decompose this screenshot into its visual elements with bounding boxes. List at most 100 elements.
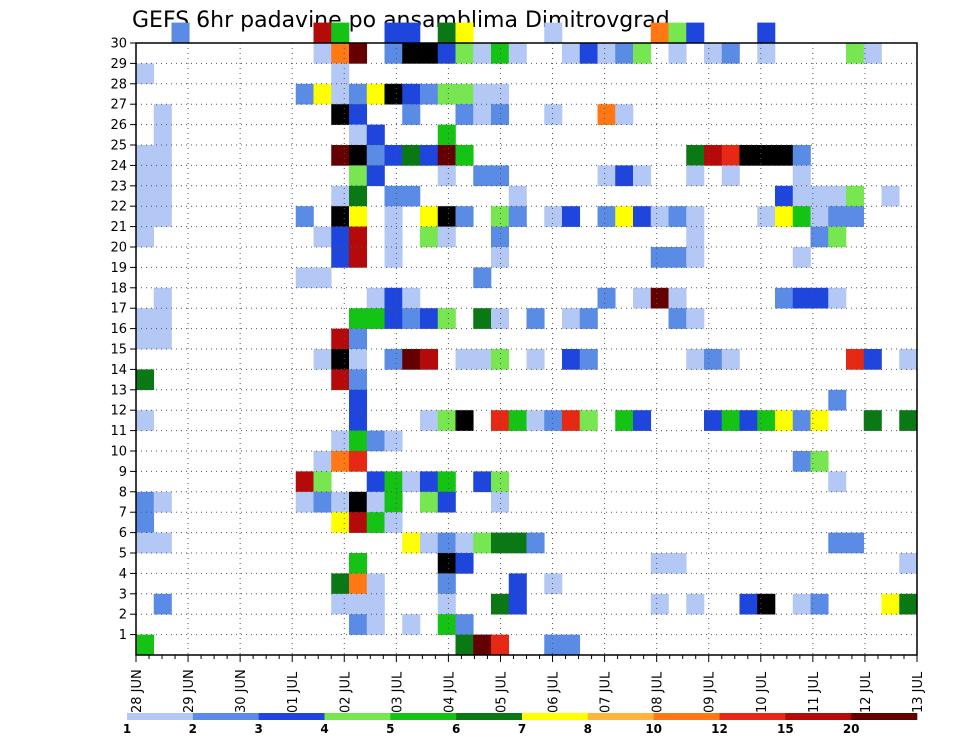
heatmap-cell xyxy=(633,206,652,227)
heatmap-cell xyxy=(491,532,510,554)
heatmap-cell xyxy=(331,430,350,452)
heatmap-cell xyxy=(526,308,545,329)
x-tick-label: 28 JUN xyxy=(130,669,145,713)
grid-lines xyxy=(136,42,917,655)
legend-swatch xyxy=(127,713,194,720)
heatmap-cell xyxy=(508,532,527,554)
y-tick-label: 23 xyxy=(110,179,127,194)
heatmap-cell xyxy=(792,451,811,472)
heatmap-cell xyxy=(579,43,598,64)
legend-label: 7 xyxy=(518,722,526,736)
heatmap-cell xyxy=(828,226,847,248)
heatmap-cell xyxy=(295,267,314,289)
heatmap-cell xyxy=(331,512,350,533)
heatmap-cell xyxy=(349,573,368,595)
x-tick-label: 02 JUL xyxy=(338,671,353,713)
legend-swatch xyxy=(785,713,852,720)
heatmap-cell xyxy=(349,553,368,574)
heatmap-cell xyxy=(402,104,421,125)
heatmap-cell xyxy=(686,593,705,615)
y-tick-label: 3 xyxy=(119,587,127,602)
heatmap-cell xyxy=(491,634,510,656)
heatmap-cell xyxy=(153,124,172,146)
heatmap-cell xyxy=(153,491,172,513)
heatmap-cell xyxy=(349,43,368,64)
heatmap-cell xyxy=(349,593,368,615)
heatmap-cell xyxy=(473,104,492,125)
heatmap-cell xyxy=(171,22,190,44)
heatmap-cell xyxy=(650,247,669,268)
heatmap-cell xyxy=(366,165,385,187)
y-tick-label: 20 xyxy=(110,241,127,256)
heatmap-cell xyxy=(420,145,439,166)
heatmap-cell xyxy=(136,369,155,391)
heatmap-cell xyxy=(366,83,385,105)
heatmap-cell xyxy=(420,532,439,554)
x-tick-label: 29 JUN xyxy=(182,669,197,713)
heatmap-cell xyxy=(792,206,811,227)
heatmap-cell xyxy=(562,410,581,431)
heatmap-cell xyxy=(384,430,403,452)
heatmap-cell xyxy=(349,369,368,391)
heatmap-cell xyxy=(473,43,492,64)
heatmap-cell xyxy=(313,491,332,513)
heatmap-cell xyxy=(295,206,314,227)
heatmap-cell xyxy=(437,573,456,595)
heatmap-cell xyxy=(615,410,634,431)
heatmap-cell xyxy=(668,553,687,574)
heatmap-cell xyxy=(455,349,474,370)
legend-swatch xyxy=(851,713,918,720)
heatmap-cell xyxy=(491,410,510,431)
heatmap-cell xyxy=(384,287,403,309)
heatmap-cell xyxy=(331,83,350,105)
heatmap-cell xyxy=(136,328,155,350)
legend-swatch xyxy=(390,713,457,720)
heatmap-cell xyxy=(579,410,598,431)
heatmap-cell xyxy=(633,410,652,431)
heatmap-cell xyxy=(402,532,421,554)
heatmap-cell xyxy=(349,491,368,513)
heatmap-cell xyxy=(650,553,669,574)
heatmap-cell xyxy=(437,532,456,554)
legend-label: 6 xyxy=(452,722,460,736)
heatmap-cell xyxy=(384,308,403,329)
legend-swatch xyxy=(258,713,325,720)
heatmap-cell xyxy=(349,165,368,187)
heatmap-cell xyxy=(384,471,403,493)
heatmap-cell xyxy=(366,573,385,595)
heatmap-cell xyxy=(881,185,900,207)
heatmap-cell xyxy=(349,614,368,635)
heatmap-cell xyxy=(775,145,794,166)
y-tick-label: 6 xyxy=(119,526,127,541)
heatmap-cell xyxy=(437,614,456,635)
heatmap-cell xyxy=(331,369,350,391)
heatmap-cell xyxy=(508,185,527,207)
heatmap-cell xyxy=(508,206,527,227)
legend-label: 12 xyxy=(711,722,728,736)
heatmap-cell xyxy=(775,206,794,227)
y-tick-label: 12 xyxy=(110,404,127,419)
x-tick-label: 08 JUL xyxy=(651,671,666,713)
heatmap-cell xyxy=(455,532,474,554)
y-tick-label: 9 xyxy=(119,465,127,480)
heatmap-cell xyxy=(349,308,368,329)
heatmap-cell xyxy=(526,349,545,370)
heatmap-cell xyxy=(508,593,527,615)
heatmap-cell xyxy=(402,349,421,370)
heatmap-cell xyxy=(562,349,581,370)
heatmap-cell xyxy=(402,43,421,64)
heatmap-cell xyxy=(349,124,368,146)
heatmap-cell xyxy=(686,349,705,370)
y-tick-label: 26 xyxy=(110,118,127,133)
y-tick-label: 4 xyxy=(119,567,127,582)
heatmap-cell xyxy=(704,349,723,370)
x-tick-label: 04 JUL xyxy=(442,671,457,713)
heatmap-cell xyxy=(721,145,740,166)
heatmap-cell xyxy=(846,185,865,207)
heatmap-cell xyxy=(704,410,723,431)
heatmap-cell xyxy=(544,573,563,595)
heatmap-cell xyxy=(313,22,332,44)
heatmap-cell xyxy=(313,226,332,248)
heatmap-cell xyxy=(402,145,421,166)
heatmap-cell xyxy=(331,247,350,268)
